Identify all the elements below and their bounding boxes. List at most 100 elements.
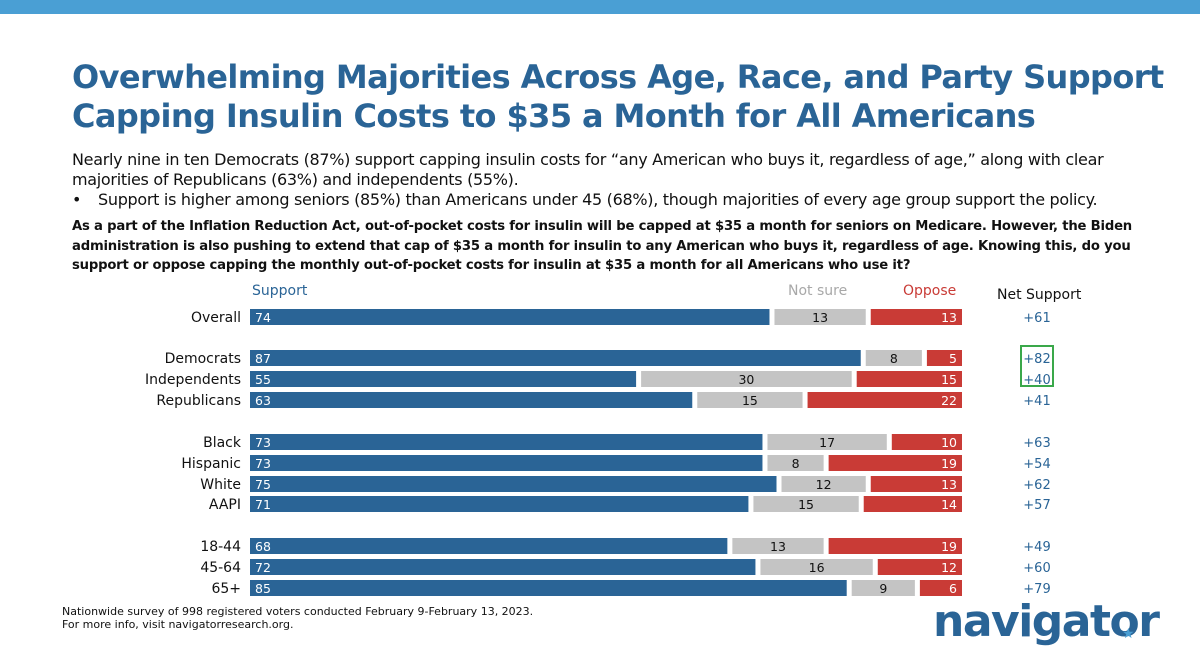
survey-question: As a part of the Inflation Reduction Act… (72, 219, 1132, 273)
oppose-value-label: 12 (941, 560, 957, 575)
navigator-logo: navigator (933, 596, 1160, 647)
support-bar (250, 538, 728, 554)
not-sure-value-label: 13 (770, 539, 786, 554)
legend-oppose: Oppose (903, 283, 957, 299)
oppose-bar (870, 309, 962, 325)
legend-net-support: Net Support (997, 287, 1082, 303)
support-value-label: 68 (255, 539, 271, 554)
net-support-value: +60 (1023, 561, 1050, 576)
not-sure-value-label: 12 (816, 477, 832, 492)
oppose-bar (828, 455, 962, 471)
not-sure-bar (697, 392, 803, 408)
footnote: Nationwide survey of 998 registered vote… (62, 605, 533, 631)
oppose-bar (856, 371, 962, 387)
support-value-label: 71 (255, 497, 271, 512)
not-sure-bar (865, 350, 922, 366)
category-label: Democrats (165, 351, 241, 367)
support-bar (250, 434, 763, 450)
not-sure-bar (760, 559, 873, 575)
oppose-bar (891, 434, 962, 450)
net-support-value: +40 (1023, 373, 1050, 388)
page-title: Overwhelming Majorities Across Age, Race… (72, 58, 1182, 136)
net-support-value: +62 (1023, 478, 1050, 493)
category-label: White (200, 477, 241, 493)
bullet-marker: • (72, 190, 82, 209)
net-support-value: +63 (1023, 436, 1050, 451)
not-sure-bar (767, 434, 887, 450)
not-sure-bar (732, 538, 824, 554)
support-bar (250, 496, 749, 512)
oppose-value-label: 14 (941, 497, 957, 512)
not-sure-bar (774, 309, 866, 325)
title-line-2: Capping Insulin Costs to $35 a Month for… (72, 97, 1036, 135)
bullet-point: • Support is higher among seniors (85%) t… (72, 190, 1172, 210)
not-sure-value-label: 9 (879, 581, 887, 596)
support-value-label: 63 (255, 393, 271, 408)
category-label: Black (203, 435, 242, 451)
not-sure-bar (767, 455, 824, 471)
support-bar (250, 350, 861, 366)
not-sure-bar (781, 476, 866, 492)
legend-not-sure: Not sure (788, 283, 848, 299)
oppose-value-label: 13 (941, 477, 957, 492)
not-sure-bar (753, 496, 859, 512)
footnote-line-2: For more info, visit navigatorresearch.o… (62, 618, 294, 631)
support-value-label: 74 (255, 310, 271, 325)
oppose-value-label: 10 (941, 435, 957, 450)
logo-star-icon: ★ (1122, 626, 1135, 642)
support-value-label: 85 (255, 581, 271, 596)
oppose-value-label: 15 (941, 372, 957, 387)
top-accent-bar (0, 0, 1200, 14)
net-support-highlight-box (1020, 345, 1054, 387)
not-sure-value-label: 15 (742, 393, 758, 408)
oppose-bar (863, 496, 962, 512)
support-value-label: 73 (255, 435, 271, 450)
category-label: Overall (191, 310, 241, 326)
oppose-bar (807, 392, 962, 408)
footnote-line-1: Nationwide survey of 998 registered vote… (62, 605, 534, 618)
not-sure-value-label: 13 (812, 310, 828, 325)
support-bar (250, 559, 756, 575)
net-support-value: +49 (1023, 540, 1050, 555)
net-support-value: +41 (1023, 394, 1050, 409)
category-label: 45-64 (200, 560, 241, 576)
support-bar (250, 455, 763, 471)
support-bar (250, 580, 847, 596)
bullet-text: Support is higher among seniors (85%) th… (98, 190, 1098, 209)
category-label: Republicans (156, 393, 241, 409)
category-label: 65+ (211, 581, 241, 597)
legend-support: Support (252, 283, 308, 299)
oppose-value-label: 22 (941, 393, 957, 408)
oppose-bar (877, 559, 962, 575)
net-support-value: +61 (1023, 311, 1050, 326)
support-bar (250, 476, 777, 492)
oppose-bar (870, 476, 962, 492)
oppose-value-label: 19 (941, 456, 957, 471)
not-sure-value-label: 17 (819, 435, 835, 450)
oppose-value-label: 5 (949, 351, 957, 366)
category-label: 18-44 (200, 539, 241, 555)
support-value-label: 87 (255, 351, 271, 366)
subtitle: Nearly nine in ten Democrats (87%) suppo… (72, 150, 1104, 189)
support-value-label: 75 (255, 477, 271, 492)
not-sure-value-label: 8 (890, 351, 898, 366)
oppose-value-label: 13 (941, 310, 957, 325)
category-label: Hispanic (181, 456, 241, 472)
not-sure-value-label: 30 (738, 372, 754, 387)
support-bar (250, 371, 637, 387)
support-bar (250, 392, 693, 408)
support-value-label: 55 (255, 372, 271, 387)
oppose-bar (926, 350, 962, 366)
support-value-label: 72 (255, 560, 271, 575)
not-sure-bar (851, 580, 915, 596)
net-support-value: +54 (1023, 457, 1050, 472)
oppose-bar (919, 580, 962, 596)
net-support-value: +82 (1023, 352, 1050, 367)
support-bar (250, 309, 770, 325)
oppose-bar (828, 538, 962, 554)
not-sure-value-label: 16 (809, 560, 825, 575)
title-line-1: Overwhelming Majorities Across Age, Race… (72, 58, 1164, 96)
category-label: Independents (145, 372, 241, 388)
not-sure-value-label: 15 (798, 497, 814, 512)
